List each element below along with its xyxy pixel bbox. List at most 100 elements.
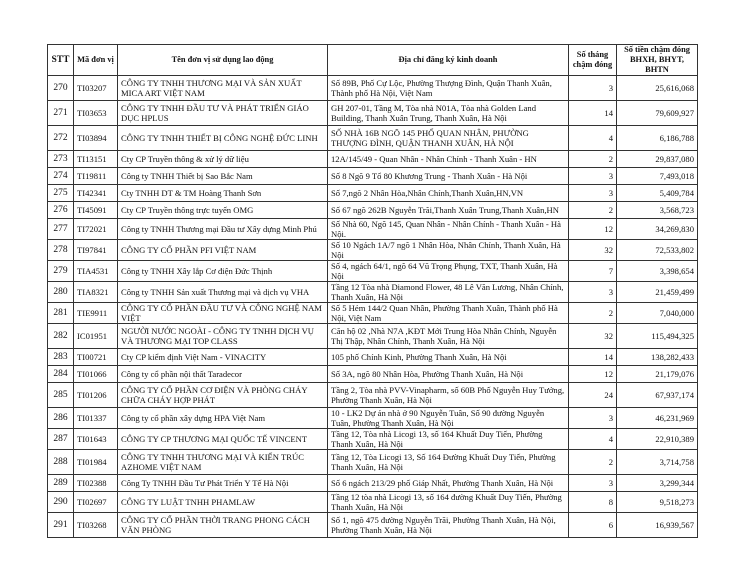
header-months: Số tháng chậm đóng xyxy=(568,44,617,76)
cell-months: 14 xyxy=(568,348,617,366)
cell-name: NGƯỜI NƯỚC NGOÀI - CÔNG TY TNHH DỊCH VỤ … xyxy=(117,323,328,349)
cell-stt: 278 xyxy=(47,239,74,261)
cell-stt: 282 xyxy=(47,323,74,349)
cell-address: 12A/145/49 - Quan Nhân - Nhân Chính - Th… xyxy=(327,150,569,168)
table-row: 286 TI01337 Công ty cổ phần xây dựng HPA V… xyxy=(47,407,698,429)
table-row: 275 TI42341 Cty TNHH DT & TM Hoàng Thanh S… xyxy=(47,184,698,202)
cell-name: Cty CP Truyền thông trực tuyến OMG xyxy=(117,201,328,219)
cell-months: 6 xyxy=(568,512,617,538)
cell-name: Công ty cổ phần nội thất Taradecor xyxy=(117,365,328,383)
header-amount: Số tiền chậm đóng BHXH, BHYT, BHTN xyxy=(616,44,698,76)
header-amount-line2: BHXH, BHYT, BHTN xyxy=(629,55,685,74)
table-row: 276 TI45091 Cty CP Truyền thông trực tuyến… xyxy=(47,201,698,219)
cell-amount: 138,282,433 xyxy=(616,348,698,366)
cell-name: CÔNG TY TNHH THƯƠNG MẠI VÀ SẢN XUẤT MICA… xyxy=(117,75,328,101)
cell-months: 3 xyxy=(568,75,617,101)
cell-code: TI03268 xyxy=(73,512,118,538)
table-row: 282 IC01951 NGƯỜI NƯỚC NGOÀI - CÔNG TY TNH… xyxy=(47,323,698,349)
cell-amount: 115,494,325 xyxy=(616,323,698,349)
cell-stt: 287 xyxy=(47,428,74,450)
table-row: 288 TI01984 CÔNG TY TNHH THƯƠNG MẠI VÀ KIẾ… xyxy=(47,449,698,475)
table-row: 270 TI03207 CÔNG TY TNHH THƯƠNG MẠI VÀ SẢN… xyxy=(47,75,698,101)
cell-stt: 284 xyxy=(47,365,74,383)
cell-months: 8 xyxy=(568,491,617,513)
cell-amount: 29,837,080 xyxy=(616,150,698,168)
cell-address: Tầng 12 tòa nhà Licogi 13, số 164 đường … xyxy=(327,491,569,513)
cell-amount: 22,910,389 xyxy=(616,428,698,450)
cell-stt: 291 xyxy=(47,512,74,538)
cell-code: TI01337 xyxy=(73,407,118,429)
cell-amount: 3,398,654 xyxy=(616,260,698,282)
cell-address: Số 5 Hẻm 144/2 Quan Nhân, Phường Thanh X… xyxy=(327,302,569,324)
table-row: 272 TI03894 CÔNG TY TNHH THIẾT BỊ CÔNG NGH… xyxy=(47,125,698,151)
cell-stt: 274 xyxy=(47,167,74,185)
table-row: 289 TI02388 Công Ty TNHH Đầu Tư Phát Triển… xyxy=(47,474,698,492)
cell-amount: 79,609,927 xyxy=(616,100,698,126)
cell-code: TIE9911 xyxy=(73,302,118,324)
cell-code: TI01984 xyxy=(73,449,118,475)
cell-code: TI01066 xyxy=(73,365,118,383)
cell-amount: 3,714,758 xyxy=(616,449,698,475)
header-address: Địa chỉ đăng ký kinh doanh xyxy=(327,44,569,76)
cell-code: TIA4531 xyxy=(73,260,118,282)
cell-months: 2 xyxy=(568,449,617,475)
cell-address: Tầng 12, Tòa nhà Licogi 13, số 164 Khuất… xyxy=(327,428,569,450)
cell-months: 32 xyxy=(568,239,617,261)
cell-name: CÔNG TY CP THƯƠNG MẠI QUỐC TẾ VINCENT xyxy=(117,428,328,450)
cell-name: Công ty TNHH Thương mại Đầu tư Xây dựng … xyxy=(117,218,328,240)
table-row: 278 TI97841 CÔNG TY CỔ PHẦN PFI VIỆT NAM Số… xyxy=(47,239,698,261)
cell-name: Công ty TNHH Thiết bị Sao Bắc Nam xyxy=(117,167,328,185)
cell-name: CÔNG TY LUẬT TNHH PHAMLAW xyxy=(117,491,328,513)
table-row: 271 TI03653 CÔNG TY TNHH ĐẦU TƯ VÀ PHÁT TR… xyxy=(47,100,698,126)
cell-months: 24 xyxy=(568,382,617,408)
cell-amount: 7,493,018 xyxy=(616,167,698,185)
cell-months: 3 xyxy=(568,407,617,429)
cell-code: TIA8321 xyxy=(73,281,118,303)
table-row: 283 TI00721 Cty CP kiểm định Việt Nam - VI… xyxy=(47,348,698,366)
cell-months: 3 xyxy=(568,474,617,492)
cell-stt: 279 xyxy=(47,260,74,282)
header-stt: STT xyxy=(47,44,74,76)
cell-code: TI42341 xyxy=(73,184,118,202)
table-row: 280 TIA8321 Công ty TNHH Sản xuất Thương m… xyxy=(47,281,698,303)
cell-stt: 280 xyxy=(47,281,74,303)
cell-months: 7 xyxy=(568,260,617,282)
cell-code: TI03894 xyxy=(73,125,118,151)
cell-amount: 25,616,068 xyxy=(616,75,698,101)
cell-amount: 7,040,000 xyxy=(616,302,698,324)
cell-stt: 277 xyxy=(47,218,74,240)
cell-months: 4 xyxy=(568,428,617,450)
cell-amount: 16,939,567 xyxy=(616,512,698,538)
cell-name: Công ty TNHH Xây lắp Cơ điện Đức Thịnh xyxy=(117,260,328,282)
cell-address: Số Nhà 60, Ngõ 145, Quan Nhân - Nhân Chí… xyxy=(327,218,569,240)
table-row: 290 TI02697 CÔNG TY LUẬT TNHH PHAMLAW Tầng … xyxy=(47,491,698,513)
cell-amount: 67,937,174 xyxy=(616,382,698,408)
cell-name: CÔNG TY TNHH THIẾT BỊ CÔNG NGHỆ ĐỨC LINH xyxy=(117,125,328,151)
cell-amount: 5,409,784 xyxy=(616,184,698,202)
cell-code: TI13151 xyxy=(73,150,118,168)
table-row: 281 TIE9911 CÔNG TY CỔ PHẦN ĐẦU TƯ VÀ CÔNG… xyxy=(47,302,698,324)
cell-address: Căn hộ 02 ,Nhà N7A ,KĐT Mới Trung Hòa Nh… xyxy=(327,323,569,349)
cell-months: 2 xyxy=(568,150,617,168)
cell-code: TI03653 xyxy=(73,100,118,126)
cell-months: 4 xyxy=(568,125,617,151)
cell-stt: 286 xyxy=(47,407,74,429)
header-amount-line1: Số tiền chậm đóng xyxy=(624,45,690,54)
cell-address: Tầng 12, Tòa Licogi 13, Số 164 Đường Khu… xyxy=(327,449,569,475)
table-row: 274 TI19811 Công ty TNHH Thiết bị Sao Bắc … xyxy=(47,167,698,185)
cell-address: Số 89B, Phố Cự Lộc, Phường Thượng Đình, … xyxy=(327,75,569,101)
cell-code: IC01951 xyxy=(73,323,118,349)
header-name: Tên đơn vị sử dụng lao động xyxy=(117,44,328,76)
cell-amount: 34,269,830 xyxy=(616,218,698,240)
cell-months: 12 xyxy=(568,365,617,383)
cell-stt: 285 xyxy=(47,382,74,408)
cell-stt: 276 xyxy=(47,201,74,219)
cell-stt: 288 xyxy=(47,449,74,475)
cell-stt: 275 xyxy=(47,184,74,202)
header-code: Mã đơn vị xyxy=(73,44,118,76)
cell-amount: 9,518,273 xyxy=(616,491,698,513)
cell-address: GH 207-01, Tầng M, Tòa nhà N01A, Tòa nhà… xyxy=(327,100,569,126)
cell-name: Cty CP kiểm định Việt Nam - VINACITY xyxy=(117,348,328,366)
cell-months: 12 xyxy=(568,218,617,240)
table-row: 284 TI01066 Công ty cổ phần nội thất Tarad… xyxy=(47,365,698,383)
